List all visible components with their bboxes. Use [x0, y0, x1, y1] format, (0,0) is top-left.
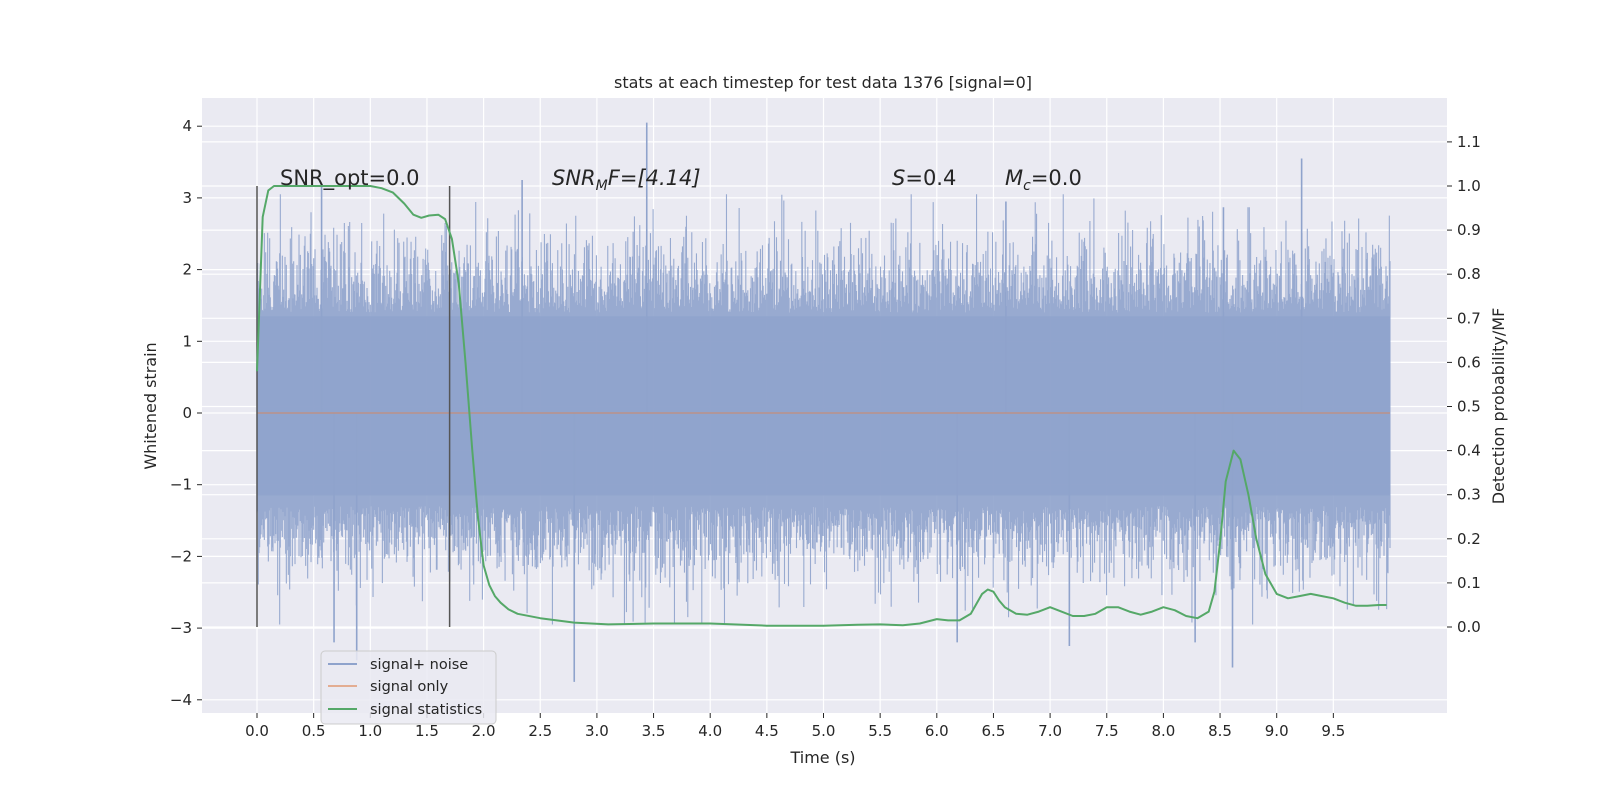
annotation-s: S=0.4: [892, 166, 956, 190]
x-tick-label: 4.5: [755, 722, 779, 740]
noise-peaks: [320, 122, 1303, 682]
y-tick-label: −3: [170, 619, 192, 637]
signal-statistics-line: [256, 185, 1387, 627]
x-tick-label: 5.5: [868, 722, 892, 740]
x-tick-label: 6.0: [925, 722, 949, 740]
y-tick-label: 2: [182, 261, 192, 279]
annotation-mc-main: M: [1005, 166, 1023, 190]
annotation-snr-mf-rest: F=[4.14]: [608, 166, 701, 190]
y2-tick-label: 0.8: [1457, 265, 1481, 283]
x-tick-label: 5.0: [812, 722, 836, 740]
y2-tick-label: 0.4: [1457, 442, 1481, 460]
series-signal-statistics: [256, 185, 1387, 627]
annotation-s-rest: =0.4: [905, 166, 956, 190]
y2-tick-label: 0.6: [1457, 353, 1481, 371]
annotation-mc-sub: c: [1023, 178, 1031, 194]
x-tick-label: 9.5: [1321, 722, 1345, 740]
x-tick-label: 2.0: [472, 722, 496, 740]
y2-tick-label: 0.3: [1457, 486, 1481, 504]
y-tick-label: 4: [182, 117, 192, 135]
x-tick-label: 2.5: [528, 722, 552, 740]
y2-tick-label: 0.7: [1457, 309, 1481, 327]
x-tick-labels: 0.0 0.5 1.0 1.5 2.0 2.5 3.0 3.5 4.0 4.5 5.0 5.5 6.0 6…: [245, 713, 1345, 740]
x-tick-label: 3.0: [585, 722, 609, 740]
y-tick-label: 3: [182, 189, 192, 207]
x-tick-label: 7.5: [1095, 722, 1119, 740]
y2-tick-label: 0.9: [1457, 221, 1481, 239]
y2-tick-label: 0.2: [1457, 530, 1481, 548]
y-tick-label: 1: [182, 332, 192, 350]
y2-tick-label: 1.1: [1457, 133, 1481, 151]
legend-label-signal-only: signal only: [370, 679, 449, 695]
x-tick-label: 6.5: [982, 722, 1006, 740]
y-tick-label: −2: [170, 547, 192, 565]
y2-tick-label: 0.5: [1457, 398, 1481, 416]
x-tick-label: 3.5: [642, 722, 666, 740]
x-tick-label: 8.5: [1208, 722, 1232, 740]
annotation-snr-mf-sub: M: [596, 178, 608, 194]
y2-axis-label: Detection probability/MF: [1489, 308, 1508, 505]
y2-tick-label: 1.0: [1457, 177, 1481, 195]
annotation-s-main: S: [892, 166, 905, 190]
legend-box: [320, 650, 497, 725]
y-tick-label: −4: [170, 691, 192, 709]
y-tick-label: −1: [170, 476, 192, 494]
y2-tick-labels: 0.0 0.1 0.2 0.3 0.4 0.5 0.6 0.7 0.8 0.9 1.0 1.1: [1447, 133, 1481, 636]
annotation-mc: Mc=0.0: [1005, 166, 1082, 194]
y2-tick-label: 0.0: [1457, 618, 1481, 636]
annotation-snr-opt: SNR_opt=0.0: [280, 166, 420, 191]
y-tick-label: 0: [182, 404, 192, 422]
x-tick-label: 0.0: [245, 722, 269, 740]
x-axis-label: Time (s): [789, 748, 855, 767]
x-tick-label: 7.0: [1038, 722, 1062, 740]
annotation-mc-rest: =0.0: [1031, 166, 1082, 190]
legend-label-signal-statistics: signal statistics: [370, 702, 482, 718]
x-tick-label: 0.5: [302, 722, 326, 740]
chart-title: stats at each timestep for test data 137…: [614, 73, 1032, 92]
boundary-lines: [256, 186, 451, 627]
annotation-snr-mf-main: SNR: [552, 166, 596, 190]
x-tick-label: 8.0: [1151, 722, 1175, 740]
annotation-snr-mf: SNRMF=[4.14]: [552, 166, 701, 194]
y2-tick-label: 0.1: [1457, 574, 1481, 592]
legend: signal+ noise signal only signal statist…: [320, 650, 497, 725]
series-signal-noise: [256, 122, 1391, 682]
legend-label-signal-noise: signal+ noise: [370, 657, 468, 673]
x-tick-label: 4.0: [698, 722, 722, 740]
x-tick-label: 1.0: [358, 722, 382, 740]
x-tick-label: 9.0: [1265, 722, 1289, 740]
y-tick-labels: −4 −3 −2 −1 0 1 2 3 4: [170, 117, 202, 709]
y-axis-label: Whitened strain: [141, 342, 160, 469]
x-tick-label: 1.5: [415, 722, 439, 740]
